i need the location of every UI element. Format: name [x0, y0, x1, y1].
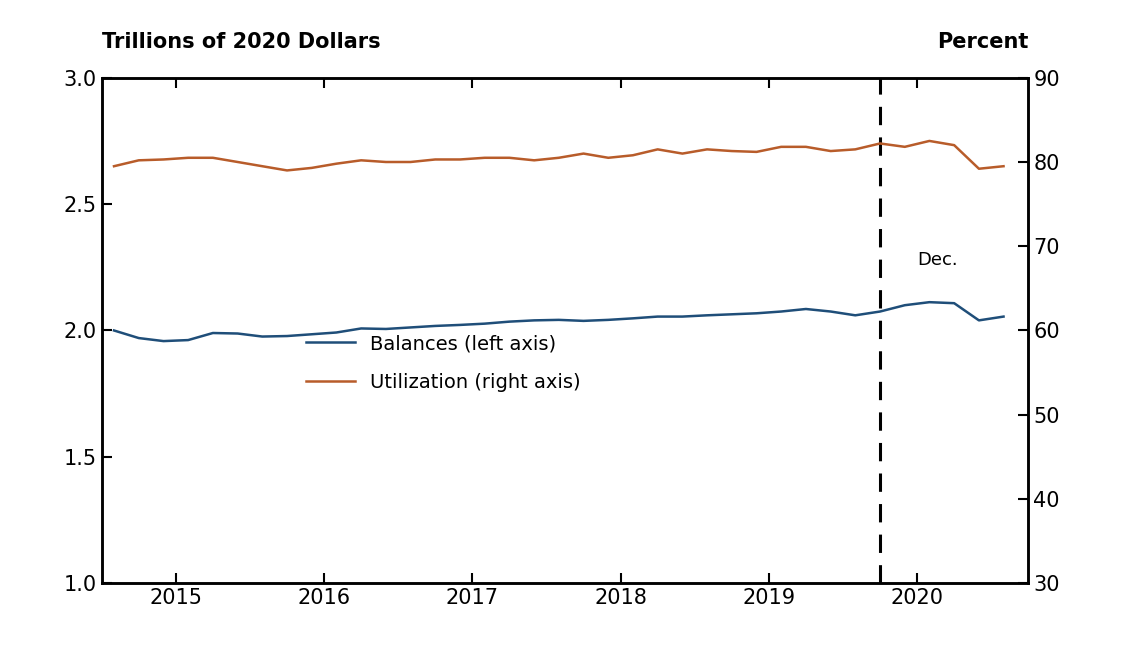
Balances (left axis) — [725, 310, 739, 318]
Utilization (right axis) — [997, 163, 1010, 170]
Balances (left axis) — [528, 316, 541, 324]
Balances (left axis) — [922, 298, 936, 306]
Balances (left axis) — [255, 332, 269, 340]
Balances (left axis) — [206, 329, 219, 337]
Utilization (right axis) — [651, 145, 664, 153]
Balances (left axis) — [898, 301, 912, 309]
Line: Balances (left axis): Balances (left axis) — [114, 302, 1003, 341]
Balances (left axis) — [181, 336, 194, 344]
Utilization (right axis) — [380, 158, 393, 166]
Balances (left axis) — [947, 299, 960, 307]
Text: Trillions of 2020 Dollars: Trillions of 2020 Dollars — [102, 32, 381, 52]
Utilization (right axis) — [453, 156, 467, 163]
Utilization (right axis) — [231, 158, 244, 166]
Utilization (right axis) — [503, 154, 516, 162]
Text: Dec.: Dec. — [918, 251, 958, 269]
Utilization (right axis) — [799, 143, 812, 151]
Utilization (right axis) — [551, 154, 565, 162]
Utilization (right axis) — [849, 145, 862, 153]
Balances (left axis) — [997, 313, 1010, 321]
Utilization (right axis) — [774, 143, 788, 151]
Line: Utilization (right axis): Utilization (right axis) — [114, 141, 1003, 170]
Balances (left axis) — [824, 308, 837, 316]
Balances (left axis) — [503, 318, 516, 325]
Balances (left axis) — [676, 313, 689, 321]
Utilization (right axis) — [181, 154, 194, 162]
Balances (left axis) — [972, 316, 985, 324]
Utilization (right axis) — [972, 165, 985, 172]
Balances (left axis) — [576, 317, 590, 325]
Utilization (right axis) — [576, 150, 590, 157]
Balances (left axis) — [774, 308, 788, 316]
Balances (left axis) — [157, 337, 171, 345]
Utilization (right axis) — [478, 154, 492, 162]
Utilization (right axis) — [824, 147, 837, 155]
Utilization (right axis) — [528, 156, 541, 164]
Utilization (right axis) — [898, 143, 912, 151]
Balances (left axis) — [403, 323, 417, 331]
Balances (left axis) — [799, 305, 812, 313]
Balances (left axis) — [280, 332, 294, 340]
Utilization (right axis) — [601, 154, 615, 162]
Utilization (right axis) — [922, 137, 936, 145]
Balances (left axis) — [107, 327, 121, 334]
Utilization (right axis) — [947, 141, 960, 149]
Utilization (right axis) — [626, 152, 640, 159]
Utilization (right axis) — [873, 139, 887, 147]
Balances (left axis) — [380, 325, 393, 333]
Utilization (right axis) — [428, 156, 442, 163]
Utilization (right axis) — [255, 163, 269, 170]
Balances (left axis) — [330, 329, 344, 336]
Balances (left axis) — [701, 312, 714, 319]
Utilization (right axis) — [701, 145, 714, 153]
Balances (left axis) — [551, 316, 565, 324]
Balances (left axis) — [305, 330, 319, 338]
Utilization (right axis) — [107, 163, 121, 170]
Utilization (right axis) — [676, 150, 689, 157]
Utilization (right axis) — [305, 164, 319, 172]
Utilization (right axis) — [157, 156, 171, 163]
Balances (left axis) — [355, 325, 368, 332]
Balances (left axis) — [428, 322, 442, 330]
Legend: Balances (left axis), Utilization (right axis): Balances (left axis), Utilization (right… — [306, 334, 581, 391]
Balances (left axis) — [849, 312, 862, 319]
Utilization (right axis) — [206, 154, 219, 162]
Balances (left axis) — [873, 308, 887, 316]
Balances (left axis) — [478, 319, 492, 327]
Balances (left axis) — [453, 321, 467, 329]
Utilization (right axis) — [750, 148, 764, 156]
Balances (left axis) — [651, 313, 664, 321]
Utilization (right axis) — [132, 156, 146, 164]
Balances (left axis) — [626, 314, 640, 322]
Text: Percent: Percent — [937, 32, 1028, 52]
Utilization (right axis) — [403, 158, 417, 166]
Balances (left axis) — [601, 316, 615, 324]
Utilization (right axis) — [355, 156, 368, 164]
Utilization (right axis) — [330, 160, 344, 168]
Balances (left axis) — [132, 334, 146, 342]
Balances (left axis) — [750, 309, 764, 317]
Balances (left axis) — [231, 330, 244, 338]
Utilization (right axis) — [280, 167, 294, 174]
Utilization (right axis) — [725, 147, 739, 155]
